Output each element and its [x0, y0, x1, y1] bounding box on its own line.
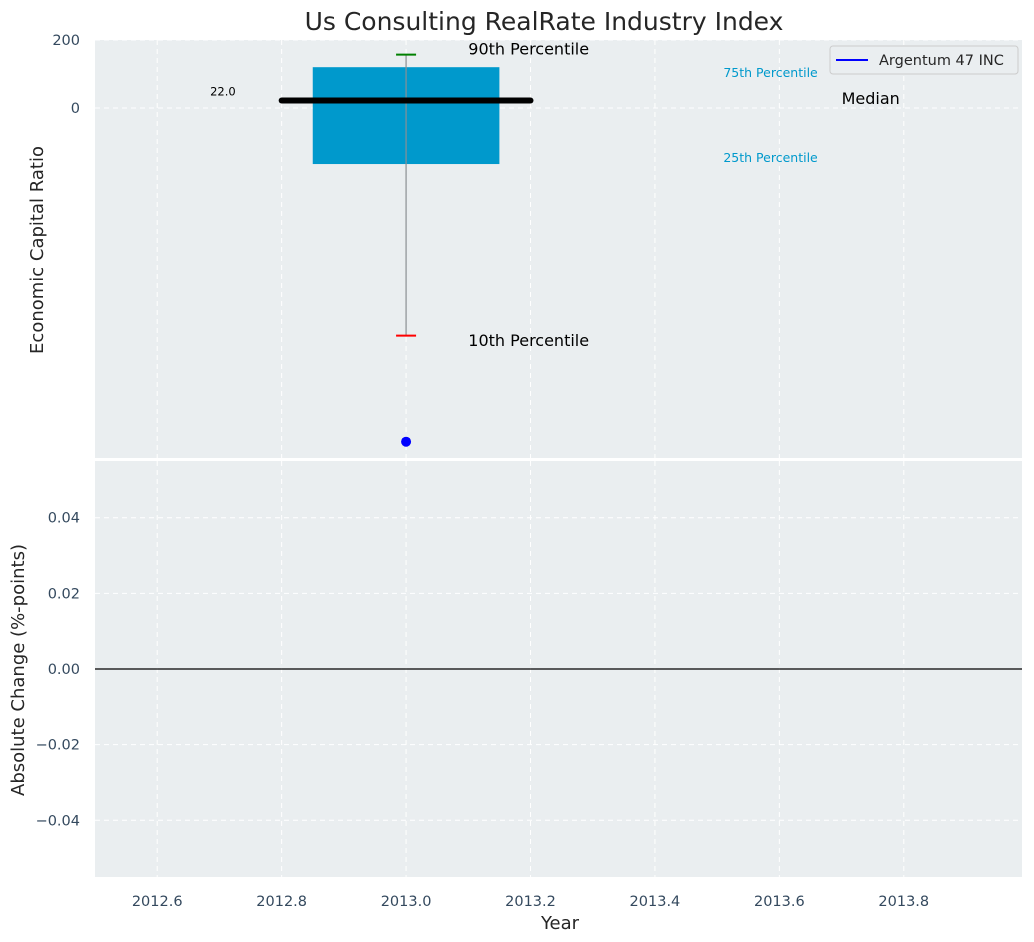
bottom-y-tick-label: −0.02: [36, 738, 80, 754]
annotation-label: 75th Percentile: [723, 65, 818, 80]
top-y-tick-label: 200: [52, 33, 80, 49]
legend-frame: [829, 45, 1019, 75]
x-tick-label: 2013.2: [505, 894, 556, 910]
top-panel-marks: 90th Percentile 10th Percentile 75th Perce…: [210, 40, 900, 447]
x-tick-label: 2012.8: [256, 894, 307, 910]
bottom-y-tick-label: −0.04: [36, 813, 80, 829]
top-y-tick-label: 0: [71, 101, 80, 117]
annotation-label: 22.0: [210, 85, 236, 99]
chart-title: Us Consulting RealRate Industry Index: [305, 7, 784, 36]
x-tick-label: 2013.6: [754, 894, 805, 910]
legend: Argentum 47 INC: [829, 45, 1019, 75]
bottom-panel-ticks: 2012.6 2012.8 2013.0 2013.2 2013.4 2013.6 2013…: [36, 511, 930, 910]
x-tick-label: 2012.6: [132, 894, 183, 910]
top-panel-ticks: 0 200: [52, 33, 80, 117]
bottom-ylabel: Absolute Change (%-points): [8, 544, 29, 796]
bottom-y-tick-label: 0.04: [48, 511, 80, 527]
x-tick-label: 2013.0: [381, 894, 432, 910]
company-point: [401, 436, 412, 447]
annotation-label: 25th Percentile: [723, 150, 818, 165]
legend-label: Argentum 47 INC: [879, 53, 1004, 69]
annotation-label: Median: [842, 89, 900, 108]
bottom-xlabel: Year: [540, 913, 580, 934]
top-panel-background: [95, 40, 1022, 458]
bottom-y-tick-label: 0.00: [48, 662, 80, 678]
x-tick-label: 2013.4: [630, 894, 681, 910]
annotation-label: 90th Percentile: [468, 40, 589, 59]
top-ylabel: Economic Capital Ratio: [27, 146, 48, 354]
x-tick-label: 2013.8: [878, 894, 929, 910]
bottom-y-tick-label: 0.02: [48, 586, 80, 602]
annotation-label: 10th Percentile: [468, 331, 589, 350]
